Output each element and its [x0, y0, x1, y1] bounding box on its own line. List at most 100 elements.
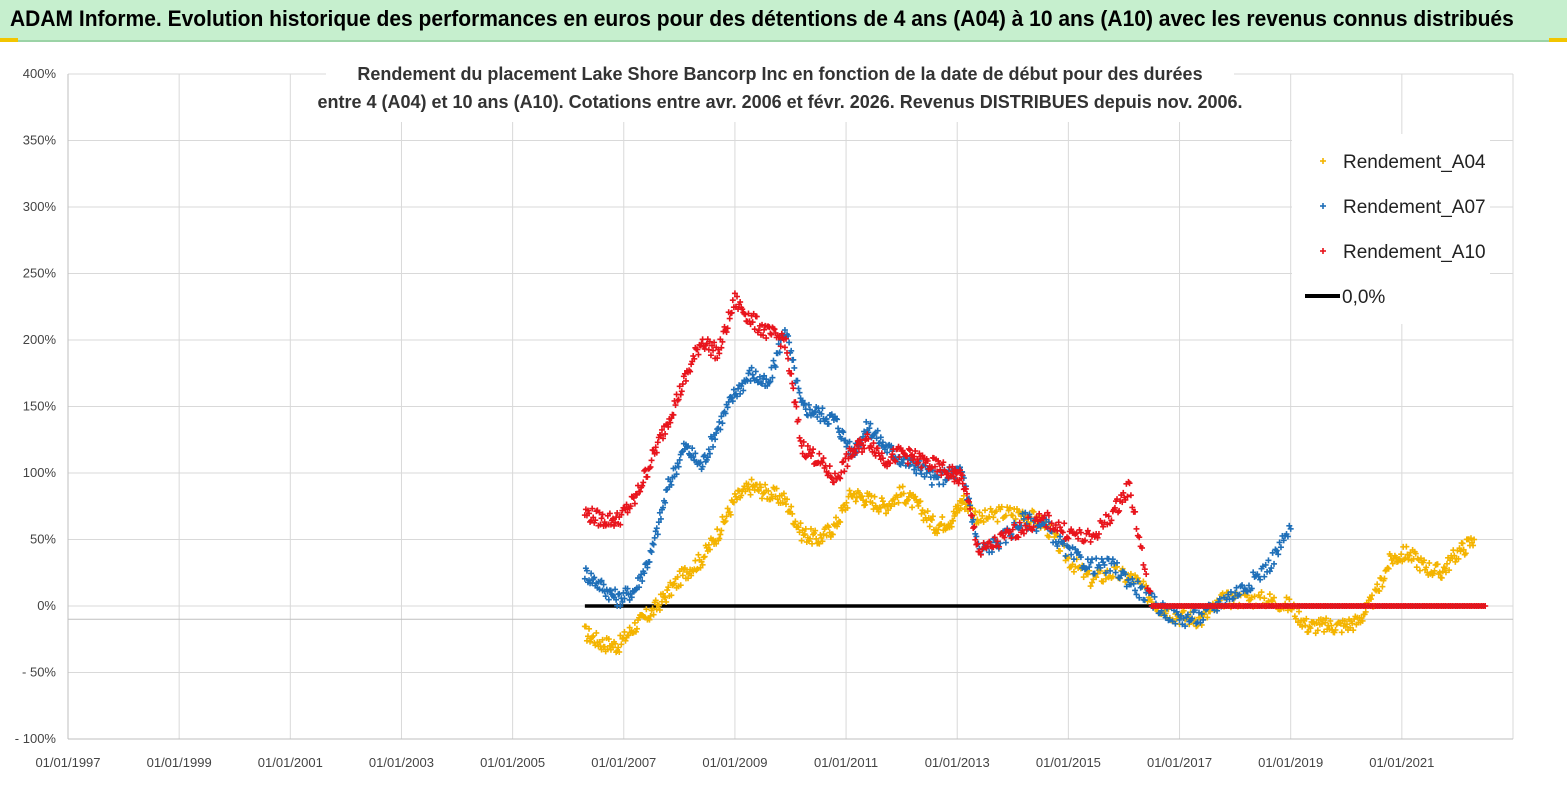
data-point [1080, 574, 1087, 581]
data-point [587, 638, 594, 645]
data-point [602, 593, 609, 600]
data-point [601, 643, 608, 650]
data-point [618, 641, 625, 648]
data-point [970, 516, 977, 523]
data-point [1268, 565, 1275, 572]
data-point [909, 504, 916, 511]
data-point [944, 475, 951, 482]
data-point [1091, 570, 1098, 577]
data-point [1057, 533, 1064, 540]
data-point [622, 637, 629, 644]
x-tick-label: 01/01/1999 [147, 755, 212, 770]
data-point [648, 457, 655, 464]
data-point [896, 484, 903, 491]
data-point [798, 442, 805, 449]
data-point [1030, 508, 1037, 515]
data-point [726, 315, 733, 322]
data-point [979, 512, 986, 519]
data-point [748, 364, 755, 371]
data-point [605, 596, 612, 603]
data-point [795, 524, 802, 531]
data-point [719, 420, 726, 427]
data-point [749, 371, 756, 378]
data-point [883, 510, 890, 517]
data-point [626, 624, 633, 631]
data-point [866, 425, 873, 432]
data-point [660, 504, 667, 511]
data-point [799, 527, 806, 534]
data-point [631, 500, 638, 507]
data-point [654, 601, 661, 608]
data-point [1343, 621, 1350, 628]
data-point [600, 581, 607, 588]
data-point [592, 642, 599, 649]
data-point [749, 319, 756, 326]
data-point [1087, 583, 1094, 590]
data-point [779, 499, 786, 506]
data-point [785, 355, 792, 362]
data-point [938, 521, 945, 528]
data-point [1455, 555, 1462, 562]
data-point [795, 416, 802, 423]
data-point [789, 380, 796, 387]
data-point [940, 481, 947, 488]
x-tick-label: 01/01/2009 [702, 755, 767, 770]
data-point [755, 487, 762, 494]
data-point [1374, 581, 1381, 588]
data-point [879, 498, 886, 505]
data-point [801, 531, 808, 538]
data-point [843, 499, 850, 506]
data-point [1248, 585, 1255, 592]
data-point [753, 313, 760, 320]
data-point [652, 444, 659, 451]
data-point [904, 496, 911, 503]
data-point [707, 352, 714, 359]
data-point [692, 450, 699, 457]
data-point [581, 575, 588, 582]
data-point [655, 602, 662, 609]
data-point [809, 449, 816, 456]
data-point [868, 492, 875, 499]
data-point [691, 355, 698, 362]
data-point [786, 508, 793, 515]
data-point [888, 503, 895, 510]
data-point [690, 453, 697, 460]
data-point [701, 452, 708, 459]
data-point [816, 540, 823, 547]
data-point [647, 612, 654, 619]
data-point [836, 474, 843, 481]
data-point [1255, 573, 1262, 580]
data-point [1362, 608, 1369, 615]
data-point [950, 517, 957, 524]
data-point [668, 415, 675, 422]
data-point [730, 499, 737, 506]
data-point [727, 511, 734, 518]
data-point [1367, 596, 1374, 603]
data-point [644, 564, 651, 571]
y-tick-label: 300% [23, 199, 57, 214]
data-point [599, 511, 606, 518]
data-point [761, 326, 768, 333]
data-point [768, 491, 775, 498]
data-point [838, 469, 845, 476]
data-point [614, 509, 621, 516]
data-point [728, 309, 735, 316]
data-point [607, 521, 614, 528]
data-point [825, 470, 832, 477]
data-point [705, 446, 712, 453]
data-point [613, 596, 620, 603]
data-point [760, 332, 767, 339]
data-point [1347, 624, 1354, 631]
data-point [1338, 629, 1345, 636]
data-point [1321, 628, 1328, 635]
data-point [795, 385, 802, 392]
data-point [928, 516, 935, 523]
data-point [675, 463, 682, 470]
data-point [724, 404, 731, 411]
data-point [696, 460, 703, 467]
data-point [1389, 560, 1396, 567]
data-point [596, 509, 603, 516]
data-point [632, 490, 639, 497]
data-point [713, 540, 720, 547]
y-tick-label: 150% [23, 399, 57, 414]
